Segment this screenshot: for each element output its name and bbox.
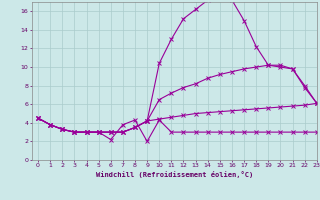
X-axis label: Windchill (Refroidissement éolien,°C): Windchill (Refroidissement éolien,°C) <box>96 171 253 178</box>
